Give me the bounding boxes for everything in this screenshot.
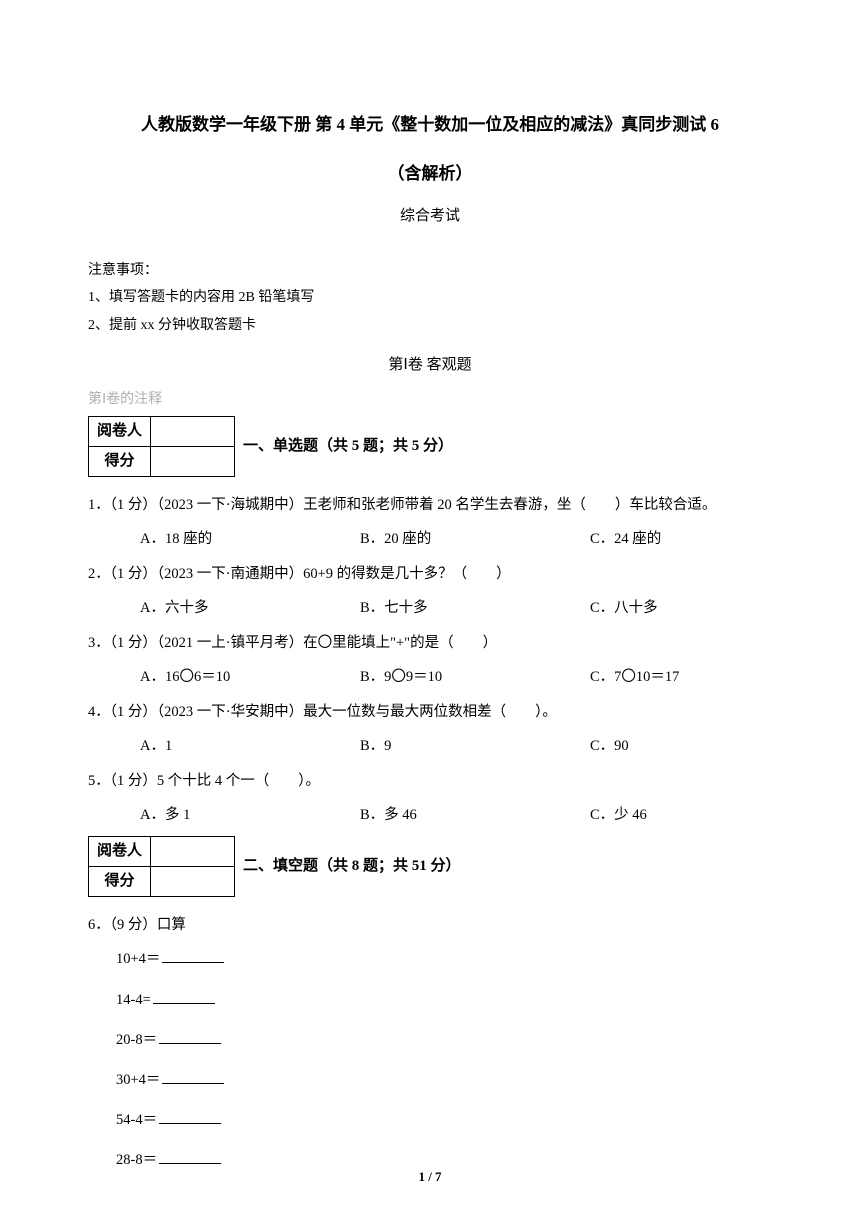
option-c: C．7〇10＝17	[590, 664, 772, 690]
answer-blank	[153, 990, 215, 1004]
option-b: B．9	[360, 733, 590, 759]
question-6: 6．（9 分）口算	[88, 911, 772, 940]
note-item: 1、填写答题卡的内容用 2B 铅笔填写	[88, 285, 772, 310]
question-2-options: A．六十多 B．七十多 C．八十多	[88, 595, 772, 621]
part-note: 第Ⅰ卷的注释	[88, 387, 772, 412]
question-4-options: A．1 B．9 C．90	[88, 733, 772, 759]
question-5-options: A．多 1 B．多 46 C．少 46	[88, 802, 772, 828]
section-1-header: 阅卷人 得分 一、单选题（共 5 题；共 5 分）	[88, 416, 772, 477]
exam-type: 综合考试	[88, 203, 772, 230]
score-table: 阅卷人 得分	[88, 416, 235, 477]
option-c: C．90	[590, 733, 772, 759]
answer-blank	[162, 1070, 224, 1084]
option-a: A．1	[140, 733, 360, 759]
grader-blank	[151, 416, 235, 446]
calc-item: 10+4＝	[88, 946, 772, 972]
score-label: 得分	[89, 446, 151, 476]
question-3-options: A．16〇6＝10 B．9〇9＝10 C．7〇10＝17	[88, 664, 772, 690]
section-2-title: 二、填空题（共 8 题；共 51 分）	[243, 853, 461, 880]
calc-item: 20-8＝	[88, 1027, 772, 1053]
option-c: C．八十多	[590, 595, 772, 621]
answer-blank	[159, 1030, 221, 1044]
notes-header: 注意事项：	[88, 258, 772, 283]
answer-blank	[159, 1150, 221, 1164]
option-b: B．多 46	[360, 802, 590, 828]
calc-item: 14-4=	[88, 987, 772, 1013]
grader-label: 阅卷人	[89, 416, 151, 446]
option-c: C．少 46	[590, 802, 772, 828]
calc-item: 30+4＝	[88, 1067, 772, 1093]
option-b: B．20 座的	[360, 526, 590, 552]
option-b: B．七十多	[360, 595, 590, 621]
document-title: 人教版数学一年级下册 第 4 单元《整十数加一位及相应的减法》真同步测试 6	[88, 110, 772, 141]
score-table: 阅卷人 得分	[88, 836, 235, 897]
answer-blank	[162, 949, 224, 963]
calc-item: 54-4＝	[88, 1107, 772, 1133]
score-label: 得分	[89, 867, 151, 897]
grader-label: 阅卷人	[89, 837, 151, 867]
option-c: C．24 座的	[590, 526, 772, 552]
question-2: 2．（1 分）（2023 一下·南通期中）60+9 的得数是几十多？（ ）	[88, 560, 772, 589]
question-1-options: A．18 座的 B．20 座的 C．24 座的	[88, 526, 772, 552]
option-a: A．多 1	[140, 802, 360, 828]
question-5: 5．（1 分）5 个十比 4 个一（ ）。	[88, 767, 772, 796]
question-3: 3．（1 分）（2021 一上·镇平月考）在〇里能填上"+"的是（ ）	[88, 629, 772, 658]
question-1: 1．（1 分）（2023 一下·海城期中）王老师和张老师带着 20 名学生去春游…	[88, 491, 772, 520]
option-a: A．18 座的	[140, 526, 360, 552]
section-1-title: 一、单选题（共 5 题；共 5 分）	[243, 433, 453, 460]
section-2-header: 阅卷人 得分 二、填空题（共 8 题；共 51 分）	[88, 836, 772, 897]
page-number: 1 / 7	[0, 1165, 860, 1188]
option-a: A．六十多	[140, 595, 360, 621]
document-subtitle: （含解析）	[88, 159, 772, 190]
option-a: A．16〇6＝10	[140, 664, 360, 690]
answer-blank	[159, 1110, 221, 1124]
question-4: 4．（1 分）（2023 一下·华安期中）最大一位数与最大两位数相差（ ）。	[88, 698, 772, 727]
option-b: B．9〇9＝10	[360, 664, 590, 690]
note-item: 2、提前 xx 分钟收取答题卡	[88, 313, 772, 338]
part-header: 第Ⅰ卷 客观题	[88, 352, 772, 379]
score-blank	[151, 867, 235, 897]
grader-blank	[151, 837, 235, 867]
score-blank	[151, 446, 235, 476]
